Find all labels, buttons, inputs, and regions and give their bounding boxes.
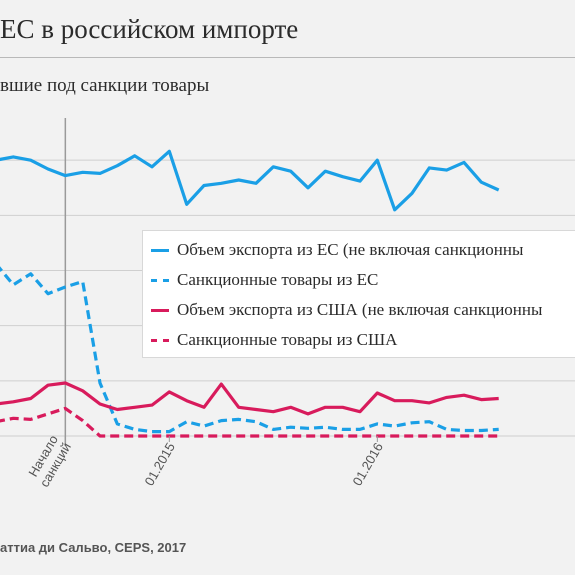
legend: Объем экспорта из ЕС (не включая санкцио… — [142, 230, 575, 358]
legend-label: Санкционные товары из США — [177, 330, 398, 350]
chart-title: ЕС в российском импорте — [0, 14, 299, 44]
legend-label: Объем экспорта из США (не включая санкци… — [177, 300, 543, 320]
legend-swatch-us-solid — [151, 308, 169, 312]
legend-item-eu-sanctioned: Санкционные товары из ЕС — [151, 269, 378, 295]
legend-item-us-sanctioned: Санкционные товары из США — [151, 329, 397, 355]
x-tick-label: 01.2016 — [349, 440, 385, 488]
legend-swatch-us-dashed — [151, 338, 169, 342]
series-line-1 — [0, 266, 499, 434]
legend-label: Санкционные товары из ЕС — [177, 270, 379, 290]
x-tick-label: Началосанкций — [24, 433, 74, 490]
series-line-2 — [0, 381, 499, 416]
legend-item-us-export: Объем экспорта из США (не включая санкци… — [151, 299, 542, 325]
chart-subtitle: вшие под санкции товары — [0, 75, 210, 96]
source-note: аттиа ди Сальво, CEPS, 2017 — [0, 540, 187, 555]
title-divider — [0, 57, 575, 58]
x-axis-ticks: Началосанкций 01.2015 01.2016 — [24, 433, 386, 490]
x-tick-label: 01.2015 — [141, 440, 177, 488]
series-lines — [0, 149, 500, 438]
legend-swatch-eu-solid — [151, 248, 169, 252]
legend-item-eu-export: Объем экспорта из ЕС (не включая санкцио… — [151, 239, 523, 265]
series-line-0 — [0, 149, 500, 212]
legend-swatch-eu-dashed — [151, 278, 169, 282]
legend-label: Объем экспорта из ЕС (не включая санкцио… — [177, 240, 524, 260]
series-line-3 — [0, 406, 499, 438]
